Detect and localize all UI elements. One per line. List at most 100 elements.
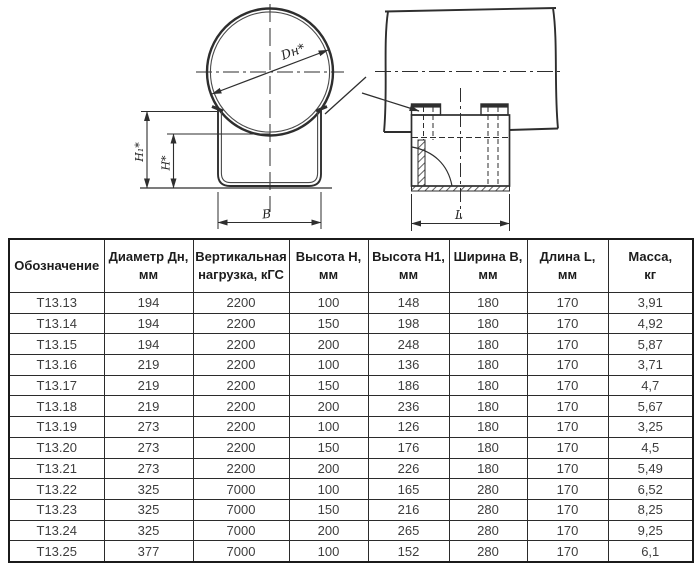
table-row: Т13.24 325 7000 200 265 280 170 9,25 xyxy=(8,519,694,542)
value-cell: 226 xyxy=(367,457,450,480)
technical-drawing: Dн* H₁* H* B xyxy=(0,0,700,234)
value-cell: 3,71 xyxy=(607,354,694,376)
spec-table-header: Обозначение Диаметр Дн, мм Вертикальная … xyxy=(8,238,694,293)
value-cell: 152 xyxy=(367,540,450,563)
support-bracket xyxy=(410,88,511,218)
value-cell: 5,67 xyxy=(607,395,694,418)
pipe-break-right xyxy=(552,7,559,129)
designation-cell: Т13.21 xyxy=(8,457,105,480)
value-cell: 7000 xyxy=(192,478,290,500)
value-cell: 2200 xyxy=(192,292,290,314)
value-cell: 150 xyxy=(288,436,369,459)
value-cell: 2200 xyxy=(192,354,290,376)
value-cell: 170 xyxy=(526,333,609,356)
value-cell: 126 xyxy=(367,416,450,438)
value-cell: 194 xyxy=(103,312,194,335)
value-cell: 198 xyxy=(367,312,450,335)
value-cell: 150 xyxy=(288,498,369,521)
value-cell: 170 xyxy=(526,478,609,500)
length-dimension: L xyxy=(411,194,510,231)
value-cell: 170 xyxy=(526,457,609,480)
strap-hook-left xyxy=(211,105,224,113)
header-diameter: Диаметр Дн, мм xyxy=(103,238,194,293)
length-label: L xyxy=(454,208,463,222)
value-cell: 100 xyxy=(288,354,369,376)
designation-cell: Т13.23 xyxy=(8,498,105,521)
value-cell: 100 xyxy=(288,540,369,563)
pipe-side xyxy=(375,7,564,133)
value-cell: 186 xyxy=(367,374,450,397)
value-cell: 170 xyxy=(526,312,609,335)
value-cell: 180 xyxy=(448,395,528,418)
value-cell: 180 xyxy=(448,333,528,356)
value-cell: 6,52 xyxy=(607,478,694,500)
leader-lines xyxy=(324,76,420,115)
height1-label: H₁* xyxy=(133,142,146,163)
value-cell: 200 xyxy=(288,457,369,480)
height-dimension: H* xyxy=(160,133,270,189)
value-cell: 100 xyxy=(288,292,369,314)
value-cell: 248 xyxy=(367,333,450,356)
value-cell: 3,91 xyxy=(607,292,694,314)
value-cell: 100 xyxy=(288,478,369,500)
header-height-h: Высота Н, мм xyxy=(288,238,369,293)
value-cell: 216 xyxy=(367,498,450,521)
pipe-cross-section-inner xyxy=(209,11,331,133)
front-view: Dн* H₁* H* B xyxy=(133,4,344,229)
value-cell: 194 xyxy=(103,333,194,356)
value-cell: 280 xyxy=(448,540,528,563)
value-cell: 180 xyxy=(448,292,528,314)
spec-table: Обозначение Диаметр Дн, мм Вертикальная … xyxy=(8,238,694,563)
table-row: Т13.13 194 2200 100 148 180 170 3,91 xyxy=(8,292,694,314)
value-cell: 325 xyxy=(103,478,194,500)
width-label: B xyxy=(260,207,271,222)
value-cell: 136 xyxy=(367,354,450,376)
height-label: H* xyxy=(160,155,173,172)
value-cell: 180 xyxy=(448,436,528,459)
designation-cell: Т13.15 xyxy=(8,333,105,356)
header-mass: Масса, кг xyxy=(607,238,694,293)
value-cell: 2200 xyxy=(192,312,290,335)
designation-cell: Т13.19 xyxy=(8,416,105,438)
strap-hook-right xyxy=(315,105,328,113)
designation-cell: Т13.20 xyxy=(8,436,105,459)
spec-table-body: Т13.13 194 2200 100 148 180 170 3,91 Т13.14 194 22… xyxy=(8,292,694,563)
table-row: Т13.18 219 2200 200 236 180 170 5,67 xyxy=(8,395,694,418)
saddle-strap xyxy=(211,105,328,187)
value-cell: 219 xyxy=(103,395,194,418)
value-cell: 2200 xyxy=(192,436,290,459)
value-cell: 265 xyxy=(367,519,450,542)
value-cell: 170 xyxy=(526,354,609,376)
value-cell: 7000 xyxy=(192,540,290,563)
width-dimension: B xyxy=(217,192,322,229)
table-row: Т13.15 194 2200 200 248 180 170 5,87 xyxy=(8,333,694,356)
pipe-cross-section-outer xyxy=(205,7,335,137)
strap-leg-section xyxy=(417,139,426,187)
value-cell: 5,49 xyxy=(607,457,694,480)
value-cell: 180 xyxy=(448,312,528,335)
table-row: Т13.17 219 2200 150 186 180 170 4,7 xyxy=(8,374,694,397)
value-cell: 170 xyxy=(526,416,609,438)
value-cell: 280 xyxy=(448,498,528,521)
table-row: Т13.20 273 2200 150 176 180 170 4,5 xyxy=(8,436,694,459)
value-cell: 176 xyxy=(367,436,450,459)
value-cell: 200 xyxy=(288,519,369,542)
value-cell: 273 xyxy=(103,416,194,438)
table-row: Т13.25 377 7000 100 152 280 170 6,1 xyxy=(8,540,694,563)
value-cell: 7000 xyxy=(192,519,290,542)
value-cell: 180 xyxy=(448,416,528,438)
value-cell: 377 xyxy=(103,540,194,563)
value-cell: 3,25 xyxy=(607,416,694,438)
header-row: Обозначение Диаметр Дн, мм Вертикальная … xyxy=(8,238,694,293)
value-cell: 170 xyxy=(526,395,609,418)
value-cell: 2200 xyxy=(192,416,290,438)
value-cell: 280 xyxy=(448,478,528,500)
designation-cell: Т13.24 xyxy=(8,519,105,542)
header-height-h1: Высота Н1, мм xyxy=(367,238,450,293)
value-cell: 325 xyxy=(103,519,194,542)
side-view: L xyxy=(324,7,564,231)
table-row: Т13.16 219 2200 100 136 180 170 3,71 xyxy=(8,354,694,376)
value-cell: 4,92 xyxy=(607,312,694,335)
table-row: Т13.22 325 7000 100 165 280 170 6,52 xyxy=(8,478,694,500)
